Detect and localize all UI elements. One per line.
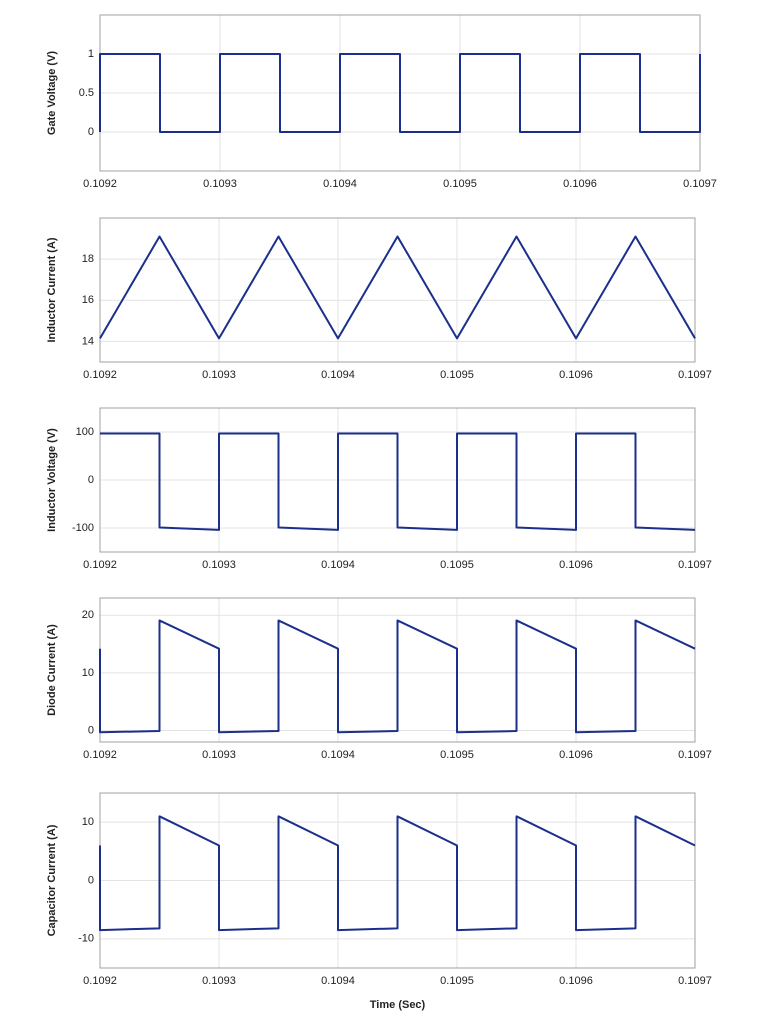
x-tick-label: 0.1095 [440, 749, 474, 761]
y-tick-label: 100 [76, 426, 94, 438]
x-tick-label: 0.1097 [678, 559, 712, 571]
x-tick-label: 0.1097 [683, 178, 717, 190]
x-tick-label: 0.1095 [440, 369, 474, 381]
signal-line [100, 432, 696, 531]
y-tick-label: 10 [82, 667, 94, 679]
y-tick-label: -100 [72, 522, 94, 534]
x-tick-label: 0.1094 [323, 178, 357, 190]
axes-box [99, 407, 696, 553]
x-tick-label: 0.1096 [559, 369, 593, 381]
x-tick-label: 0.1096 [559, 975, 593, 987]
y-tick-label: 0.5 [79, 87, 94, 99]
x-tick-label: 0.1094 [321, 369, 355, 381]
y-axis-label: Diode Current (A) [46, 624, 58, 716]
x-tick-label: 0.1093 [202, 559, 236, 571]
signal-line [99, 235, 696, 340]
y-tick-label: 20 [82, 609, 94, 621]
x-tick-label: 0.1093 [203, 178, 237, 190]
x-tick-label: 0.1094 [321, 975, 355, 987]
y-axis-label: Gate Voltage (V) [46, 51, 58, 135]
x-tick-label: 0.1095 [440, 975, 474, 987]
x-tick-label: 0.1093 [202, 975, 236, 987]
x-tick-label: 0.1096 [559, 559, 593, 571]
plot-area [100, 218, 695, 362]
x-tick-label: 0.1097 [678, 975, 712, 987]
y-tick-label: 0 [88, 474, 94, 486]
x-tick-label: 0.1097 [678, 369, 712, 381]
x-tick-label: 0.1093 [202, 369, 236, 381]
y-tick-label: 14 [82, 335, 94, 347]
y-tick-label: 0 [88, 724, 94, 736]
x-tick-label: 0.1094 [321, 559, 355, 571]
x-tick-label: 0.1092 [83, 975, 117, 987]
x-tick-label: 0.1095 [443, 178, 477, 190]
x-tick-label: 0.1095 [440, 559, 474, 571]
y-axis-label: Capacitor Current (A) [46, 824, 58, 936]
y-axis-label: Inductor Current (A) [46, 237, 58, 342]
x-tick-label: 0.1096 [559, 749, 593, 761]
y-tick-label: 16 [82, 294, 94, 306]
x-tick-label: 0.1092 [83, 369, 117, 381]
y-tick-label: 1 [88, 48, 94, 60]
x-tick-label: 0.1096 [563, 178, 597, 190]
signal-line [99, 619, 696, 734]
y-tick-label: -10 [78, 933, 94, 945]
x-axis-label: Time (Sec) [370, 999, 426, 1011]
x-tick-label: 0.1092 [83, 178, 117, 190]
signal-line [99, 53, 701, 133]
y-axis-label: Inductor Voltage (V) [46, 428, 58, 532]
signal-line [99, 815, 696, 932]
axes-box [99, 217, 696, 363]
y-tick-label: 0 [88, 874, 94, 886]
y-tick-label: 18 [82, 253, 94, 265]
x-tick-label: 0.1094 [321, 749, 355, 761]
x-tick-label: 0.1093 [202, 749, 236, 761]
x-tick-label: 0.1097 [678, 749, 712, 761]
y-tick-label: 0 [88, 126, 94, 138]
x-tick-label: 0.1092 [83, 749, 117, 761]
y-tick-label: 10 [82, 816, 94, 828]
x-tick-label: 0.1092 [83, 559, 117, 571]
